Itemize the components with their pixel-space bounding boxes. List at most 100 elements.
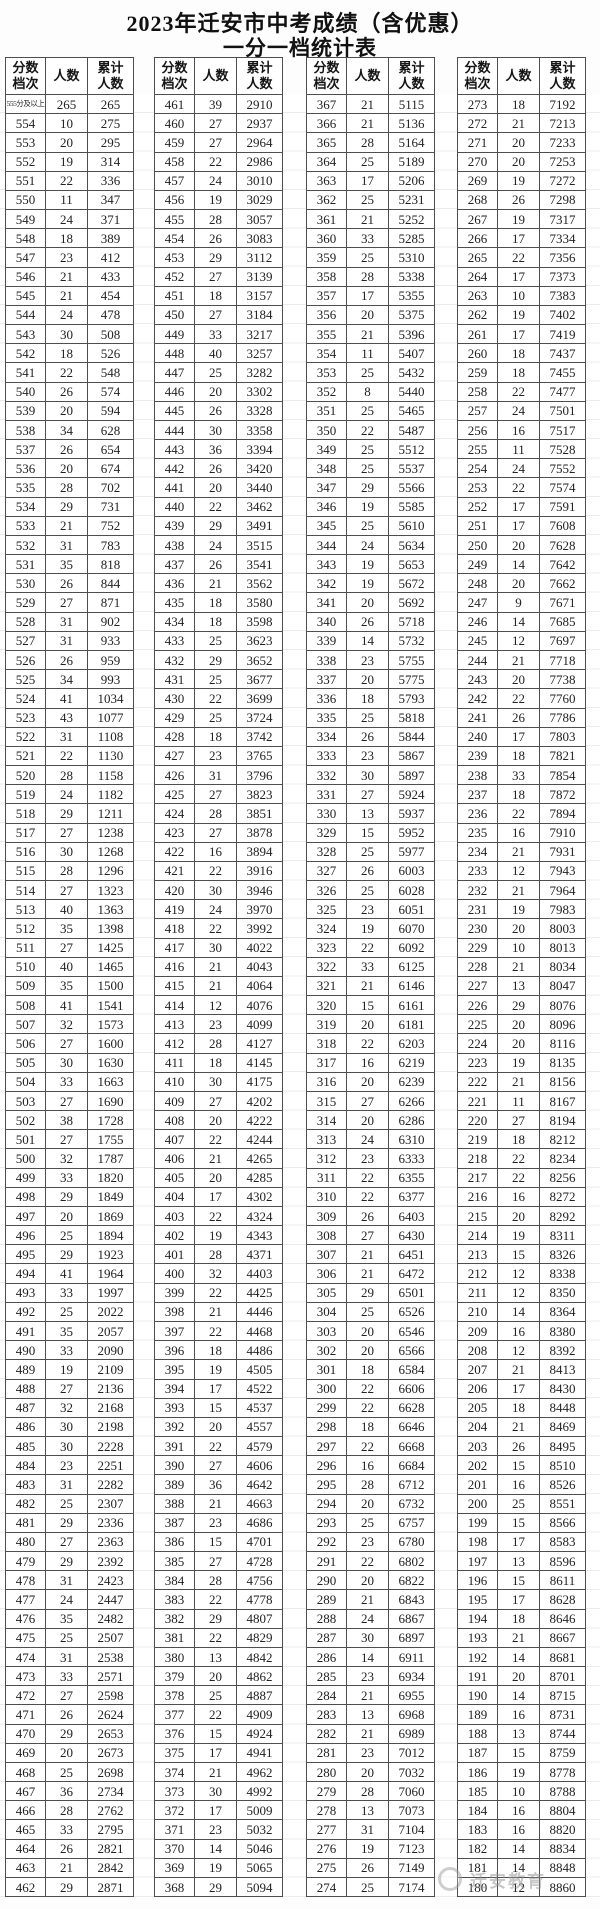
count-cell: 26	[194, 554, 237, 575]
table-row: 214 19 8311	[457, 1225, 586, 1246]
score-cell: 503	[5, 1090, 46, 1112]
table-row: 251 17 7608	[457, 515, 586, 536]
score-cell: 488	[5, 1378, 46, 1399]
count-cell: 28	[45, 860, 88, 882]
table-row: 307 21 6451	[306, 1244, 435, 1265]
count-cell: 16	[497, 1474, 540, 1495]
score-cell: 348	[306, 458, 347, 479]
cumulative-cell: 2624	[87, 1704, 134, 1725]
cumulative-cell: 4099	[236, 1014, 283, 1035]
score-cell: 384	[154, 1570, 195, 1591]
score-cell: 434	[154, 611, 195, 632]
table-row: 299 22 6628	[306, 1397, 435, 1418]
count-cell: 20	[497, 1014, 540, 1035]
score-cell: 541	[5, 362, 46, 383]
score-cell: 353	[306, 362, 347, 383]
score-cell: 507	[5, 1014, 46, 1035]
table-row: 512 35 1398	[5, 918, 134, 939]
table-row: 331 27 5924	[306, 784, 435, 805]
count-cell: 27	[194, 1551, 237, 1572]
table-row: 342 19 5672	[306, 573, 435, 594]
count-cell: 27	[346, 784, 389, 805]
count-cell: 20	[346, 1014, 389, 1035]
cumulative-cell: 7501	[539, 400, 586, 421]
table-row: 188 13 8744	[457, 1723, 586, 1744]
score-cell: 430	[154, 688, 195, 709]
cumulative-cell: 7149	[388, 1857, 435, 1878]
table-row: 191 20 8701	[457, 1666, 586, 1687]
cumulative-cell: 7032	[388, 1761, 435, 1783]
count-cell: 27	[45, 592, 88, 613]
table-row: 318 22 6203	[306, 1033, 435, 1054]
cumulative-cell: 6472	[388, 1263, 435, 1284]
cumulative-cell: 3916	[236, 860, 283, 882]
score-cell: 285	[306, 1666, 347, 1687]
count-cell: 29	[194, 1876, 237, 1898]
count-cell: 26	[497, 707, 540, 728]
cumulative-cell: 7356	[539, 247, 586, 268]
score-cell: 396	[154, 1340, 195, 1361]
table-row: 226 29 8076	[457, 995, 586, 1016]
score-cell: 181	[457, 1857, 498, 1878]
cumulative-cell: 3440	[236, 477, 283, 498]
table-row: 392 20 4557	[154, 1416, 283, 1438]
cumulative-cell: 2986	[236, 151, 283, 172]
score-cell: 463	[5, 1857, 46, 1878]
count-cell: 25	[346, 841, 389, 862]
count-cell: 16	[497, 1186, 540, 1207]
table-row: 349 25 5512	[306, 439, 435, 460]
table-row: 289 21 6843	[306, 1589, 435, 1610]
score-cell: 534	[5, 496, 46, 517]
score-cell: 447	[154, 362, 195, 383]
table-row: 206 17 8430	[457, 1378, 586, 1399]
score-cell: 421	[154, 860, 195, 882]
cumulative-cell: 6584	[388, 1359, 435, 1380]
table-row: 541 22 548	[5, 362, 134, 383]
cumulative-cell: 3677	[236, 669, 283, 690]
count-cell: 24	[45, 209, 88, 230]
table-row: 261 17 7419	[457, 324, 586, 345]
table-row: 459 27 2964	[154, 132, 283, 153]
table-row: 386 15 4701	[154, 1531, 283, 1553]
cumulative-cell: 1728	[87, 1110, 134, 1131]
table-row: 302 20 6566	[306, 1340, 435, 1361]
score-cell: 372	[154, 1800, 195, 1821]
cumulative-cell: 1211	[87, 803, 134, 824]
table-row: 344 24 5634	[306, 534, 435, 556]
score-cell: 510	[5, 956, 46, 977]
score-cell: 515	[5, 860, 46, 882]
count-cell: 33	[194, 324, 237, 345]
count-cell: 20	[194, 1416, 237, 1438]
table-row: 322 33 6125	[306, 956, 435, 977]
cumulative-cell: 6732	[388, 1493, 435, 1514]
table-row: 412 28 4127	[154, 1033, 283, 1054]
count-cell: 30	[45, 1416, 88, 1438]
table-row: 204 21 8469	[457, 1416, 586, 1438]
cumulative-cell: 5585	[388, 496, 435, 517]
count-cell: 28	[194, 1033, 237, 1054]
table-row: 246 14 7685	[457, 611, 586, 632]
table-row: 335 25 5818	[306, 707, 435, 728]
count-cell: 18	[497, 745, 540, 767]
count-cell: 30	[194, 880, 237, 901]
count-cell: 29	[194, 1608, 237, 1629]
cumulative-cell: 3894	[236, 841, 283, 862]
cumulative-header: 累计 人数	[539, 57, 586, 95]
count-cell: 25	[194, 630, 237, 651]
count-cell: 25	[194, 362, 237, 383]
table-row: 350 22 5487	[306, 419, 435, 441]
cumulative-cell: 702	[87, 477, 134, 498]
score-cell: 377	[154, 1704, 195, 1725]
count-cell: 18	[497, 784, 540, 805]
table-row: 304 25 6526	[306, 1301, 435, 1323]
cumulative-cell: 2762	[87, 1800, 134, 1821]
score-cell: 298	[306, 1416, 347, 1438]
cumulative-cell: 478	[87, 304, 134, 326]
count-cell: 21	[346, 209, 389, 230]
count-cell: 24	[194, 899, 237, 920]
count-cell: 19	[194, 1225, 237, 1246]
cumulative-cell: 6546	[388, 1320, 435, 1342]
score-cell: 481	[5, 1512, 46, 1533]
score-cell: 322	[306, 956, 347, 977]
cumulative-cell: 752	[87, 515, 134, 536]
